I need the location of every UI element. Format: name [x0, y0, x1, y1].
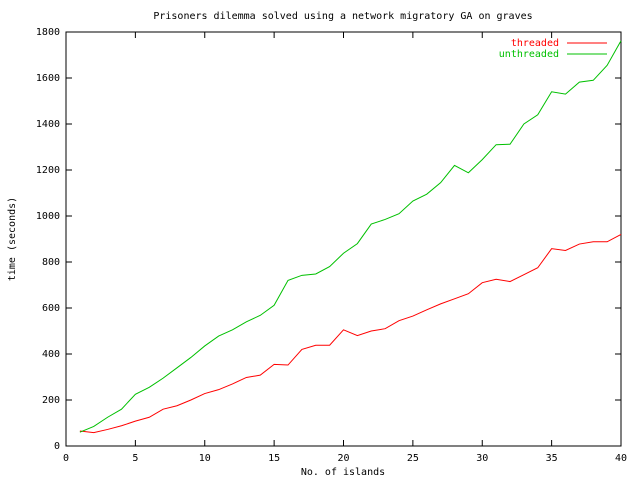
series-line — [79, 40, 622, 433]
x-tick-label: 40 — [615, 453, 627, 464]
y-tick-label: 1800 — [36, 27, 60, 38]
x-tick-label: 15 — [268, 453, 280, 464]
y-tick-label: 1600 — [36, 73, 60, 84]
x-tick-label: 30 — [476, 453, 488, 464]
legend-label: unthreaded — [499, 49, 559, 60]
legend-label: threaded — [511, 38, 559, 49]
y-tick-label: 600 — [42, 303, 60, 314]
x-tick-label: 5 — [132, 453, 138, 464]
y-axis-label: time (seconds) — [7, 197, 18, 281]
y-tick-label: 1400 — [36, 119, 60, 130]
x-tick-label: 0 — [63, 453, 69, 464]
x-tick-label: 10 — [199, 453, 211, 464]
y-tick-label: 400 — [42, 349, 60, 360]
plot-frame — [65, 31, 622, 447]
x-tick-label: 25 — [407, 453, 419, 464]
y-tick-label: 1200 — [36, 165, 60, 176]
y-tick-label: 200 — [42, 395, 60, 406]
series-line — [79, 233, 622, 434]
y-tick-label: 800 — [42, 257, 60, 268]
chart-title: Prisoners dilemma solved using a network… — [153, 11, 532, 22]
x-axis-label: No. of islands — [301, 467, 385, 478]
y-tick-label: 0 — [54, 441, 60, 452]
y-tick-label: 1000 — [36, 211, 60, 222]
x-tick-label: 20 — [337, 453, 349, 464]
x-tick-label: 35 — [546, 453, 558, 464]
